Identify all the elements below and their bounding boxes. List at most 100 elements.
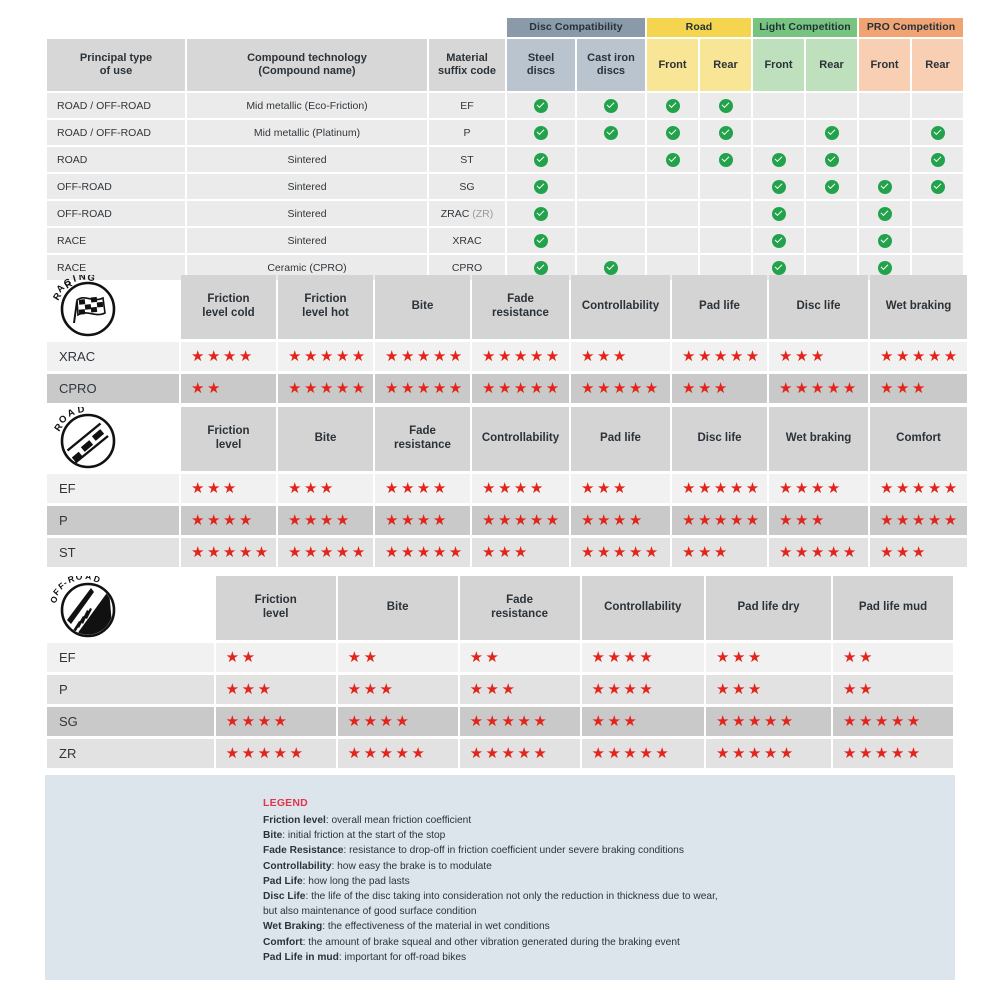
check-icon [665, 152, 680, 167]
legend-panel: LEGEND Friction level: overall mean fric… [45, 775, 955, 980]
rating-cell: ★★★ [215, 675, 336, 704]
legend-term: Controllability [263, 860, 332, 872]
compat-cell [647, 201, 698, 226]
rating-cell: ★★★★★ [278, 374, 373, 403]
star-rating: ★★★★★ [716, 712, 796, 730]
rating-cell: ★★★ [706, 675, 831, 704]
svg-text:G: G [86, 275, 95, 284]
rating-cell: ★★ [459, 643, 580, 672]
compat-cell [647, 228, 698, 253]
legend-term: Pad Life in mud [263, 951, 339, 963]
table-row: P ★★★ ★★★ ★★★ ★★★★ ★★★ ★★ [47, 675, 953, 704]
road-col-2: Fade resistance [375, 407, 470, 471]
star-rating: ★★★★ [191, 511, 255, 529]
road-section: R O A D [45, 404, 967, 570]
compat-cell [647, 147, 698, 172]
compat-cell [700, 93, 751, 118]
rating-cell: ★★★ [769, 506, 868, 535]
rating-cell: ★★★★★ [571, 538, 670, 567]
cell-principal-type: ROAD [47, 147, 185, 172]
col-principal-type: Principal type of use [47, 39, 185, 91]
check-icon [665, 98, 680, 113]
check-icon [718, 125, 733, 140]
star-rating: ★★★★★ [385, 543, 465, 561]
legend-term: Pad Life [263, 875, 303, 887]
rating-cell: ★★★★★ [472, 342, 569, 371]
check-icon [877, 233, 892, 248]
star-rating: ★★★ [191, 479, 239, 497]
rating-cell: ★★★★★ [870, 474, 967, 503]
compat-cell [912, 93, 964, 118]
offroad-header-row: O F F - R O A D [47, 576, 953, 640]
cell-principal-type: RACE [47, 228, 185, 253]
check-icon [604, 125, 618, 140]
racing-col-7: Wet braking [870, 275, 967, 339]
compat-cell [577, 147, 645, 172]
compat-cell [753, 147, 804, 172]
star-rating: ★★★★★ [482, 379, 562, 397]
rating-cell: ★★★★ [278, 506, 373, 535]
check-icon [534, 260, 548, 275]
compat-cell [859, 228, 911, 253]
rating-cell: ★★ [181, 374, 276, 403]
check-icon [771, 179, 786, 194]
star-rating: ★★★ [682, 379, 730, 397]
table-row: ST ★★★★★ ★★★★★ ★★★★★ ★★★ ★★★★★ ★★★ ★★★★★ ★★★ [47, 538, 967, 567]
road-badge-cell: R O A D [47, 407, 179, 471]
compound-name: P [47, 675, 214, 704]
star-rating: ★★★★ [347, 712, 412, 730]
rating-cell: ★★★★★ [375, 374, 470, 403]
racing-col-3: Fade resistance [472, 275, 569, 339]
star-rating: ★★★★★ [880, 479, 960, 497]
legend-item: Wet Braking: the effectiveness of the ma… [263, 921, 550, 933]
svg-text:A: A [66, 407, 77, 420]
road-col-0: Friction level [181, 407, 276, 471]
svg-text:R: R [67, 576, 77, 585]
offroad-col-5: Pad life mud [833, 576, 953, 640]
rating-cell: ★★★★ [375, 474, 470, 503]
cell-suffix-code: EF [429, 93, 505, 118]
group-header-road: Road [647, 18, 751, 37]
cell-principal-type: ROAD / OFF-ROAD [47, 93, 185, 118]
road-col-4: Pad life [571, 407, 670, 471]
rating-cell: ★★★★★ [375, 538, 470, 567]
offroad-badge-cell: O F F - R O A D [47, 576, 214, 640]
star-rating: ★★★★★ [779, 379, 859, 397]
compat-cell [806, 147, 858, 172]
table-row: OFF-ROAD Sintered ZRAC (ZR) [47, 201, 964, 226]
svg-text:F: F [51, 587, 62, 598]
star-rating: ★★★ [682, 543, 730, 561]
compat-cell [507, 201, 575, 226]
road-col-6: Wet braking [769, 407, 868, 471]
checkered-flag-icon: R R A C I N G [47, 275, 121, 339]
col-steel-discs: Steel discs [507, 39, 575, 91]
group-header-row: Disc Compatibility Road Light Competitio… [47, 18, 964, 37]
compat-cell [507, 174, 575, 199]
compat-cell [700, 228, 751, 253]
rating-cell: ★★★★ [215, 707, 336, 736]
col-light-front: Front [753, 39, 804, 91]
group-header-disc-compatibility: Disc Compatibility [507, 18, 645, 37]
svg-text:D: D [77, 407, 85, 416]
star-rating: ★★ [469, 648, 502, 666]
star-rating: ★★★★★ [581, 379, 661, 397]
rating-cell: ★★★★ [769, 474, 868, 503]
check-icon [824, 125, 839, 140]
compat-cell [700, 201, 751, 226]
rating-cell: ★★★★★ [215, 739, 336, 768]
rating-cell: ★★ [833, 675, 953, 704]
check-icon [534, 233, 548, 248]
rating-cell: ★★★★★ [672, 474, 767, 503]
star-rating: ★★★★★ [385, 379, 465, 397]
check-icon [771, 152, 786, 167]
cell-principal-type: OFF-ROAD [47, 201, 185, 226]
table-row: RACE Sintered XRAC [47, 228, 964, 253]
rating-cell: ★★★★ [181, 342, 276, 371]
star-rating: ★★★ [581, 347, 629, 365]
star-rating: ★★★★★ [682, 511, 762, 529]
rating-cell: ★★★★ [581, 643, 704, 672]
compound-name: ZR [47, 739, 214, 768]
compat-cell [577, 93, 645, 118]
star-rating: ★★ [225, 648, 258, 666]
